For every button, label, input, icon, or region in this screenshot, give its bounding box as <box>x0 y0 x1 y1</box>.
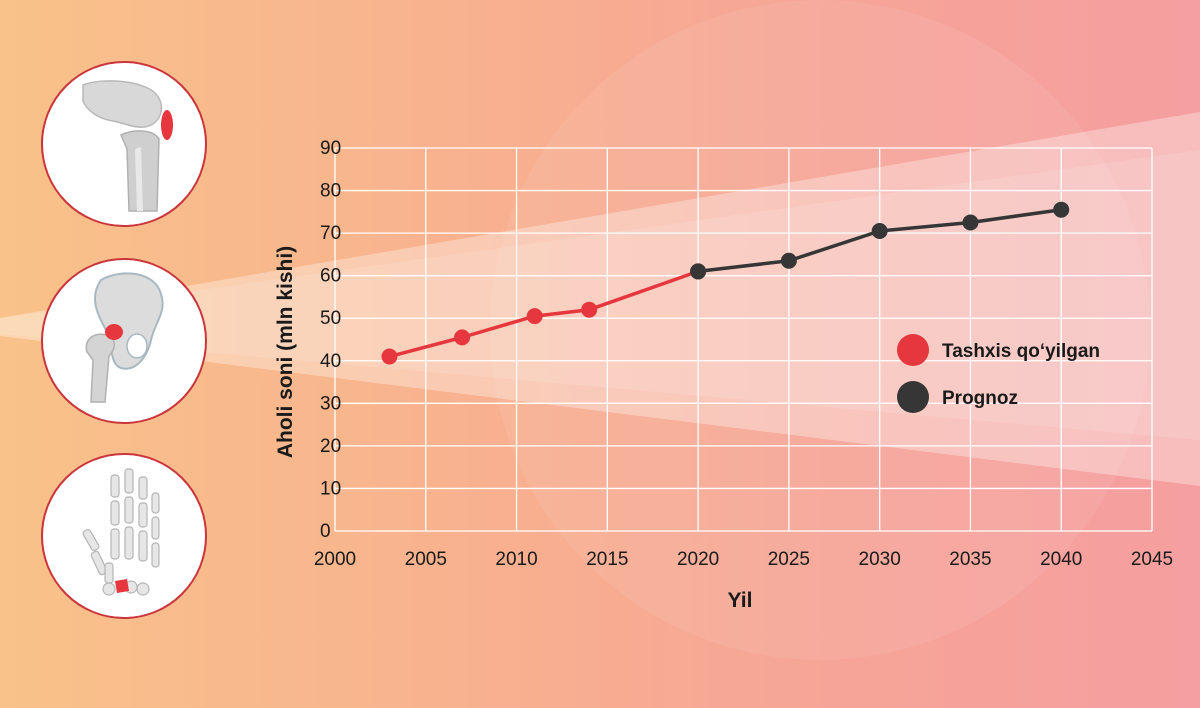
data-point-forecast <box>1053 201 1070 218</box>
y-tick-label: 80 <box>320 181 341 202</box>
data-point-forecast <box>780 252 797 269</box>
x-tick-label: 2020 <box>677 549 719 570</box>
x-tick-label: 2035 <box>949 549 991 570</box>
y-axis-tick-labels: 0 10 20 30 40 50 60 70 80 90 <box>320 138 341 542</box>
data-point-diagnosed <box>526 308 543 325</box>
y-tick-label: 0 <box>320 521 331 542</box>
y-tick-label: 10 <box>320 478 341 499</box>
data-point-forecast <box>690 263 707 280</box>
data-point-diagnosed <box>581 301 598 318</box>
data-point-forecast <box>962 214 979 231</box>
x-axis-tick-labels: 2000 2005 2010 2015 2020 2025 2030 2035 2040 2045 <box>314 549 1173 570</box>
knee-joint-icon <box>41 61 207 227</box>
y-tick-label: 70 <box>320 223 341 244</box>
x-tick-label: 2040 <box>1040 549 1082 570</box>
x-tick-label: 2005 <box>405 549 447 570</box>
y-tick-label: 20 <box>320 436 341 457</box>
legend-marker-forecast <box>897 381 929 413</box>
legend: Tashxis qo‘yilgan Prognoz <box>897 334 1100 413</box>
legend-marker-diagnosed <box>897 334 929 366</box>
x-tick-label: 2000 <box>314 549 356 570</box>
data-point-forecast <box>871 222 888 239</box>
hip-joint-icon <box>41 258 207 424</box>
hand-joint-icon <box>41 453 207 619</box>
legend-label-diagnosed: Tashxis qo‘yilgan <box>942 341 1100 362</box>
y-tick-label: 40 <box>320 351 341 372</box>
series-line-diagnosed <box>389 269 699 359</box>
data-point-diagnosed <box>454 329 471 346</box>
y-tick-label: 90 <box>320 138 341 159</box>
x-tick-label: 2015 <box>586 549 628 570</box>
legend-label-forecast: Prognoz <box>942 388 1018 409</box>
y-tick-label: 30 <box>320 393 341 414</box>
x-axis-title: Yil <box>728 589 753 612</box>
y-tick-label: 50 <box>320 308 341 329</box>
chart-grid <box>334 147 1153 532</box>
series-layer <box>381 201 1070 365</box>
y-axis-title: Aholi soni (mln kishi) <box>274 246 297 458</box>
y-tick-label: 60 <box>320 266 341 287</box>
light-beam-inner <box>0 150 1200 440</box>
data-point-diagnosed <box>381 348 398 365</box>
x-tick-label: 2010 <box>495 549 537 570</box>
x-tick-label: 2045 <box>1131 549 1173 570</box>
background-ring <box>490 0 1150 660</box>
x-tick-label: 2025 <box>768 549 810 570</box>
x-tick-label: 2030 <box>859 549 901 570</box>
